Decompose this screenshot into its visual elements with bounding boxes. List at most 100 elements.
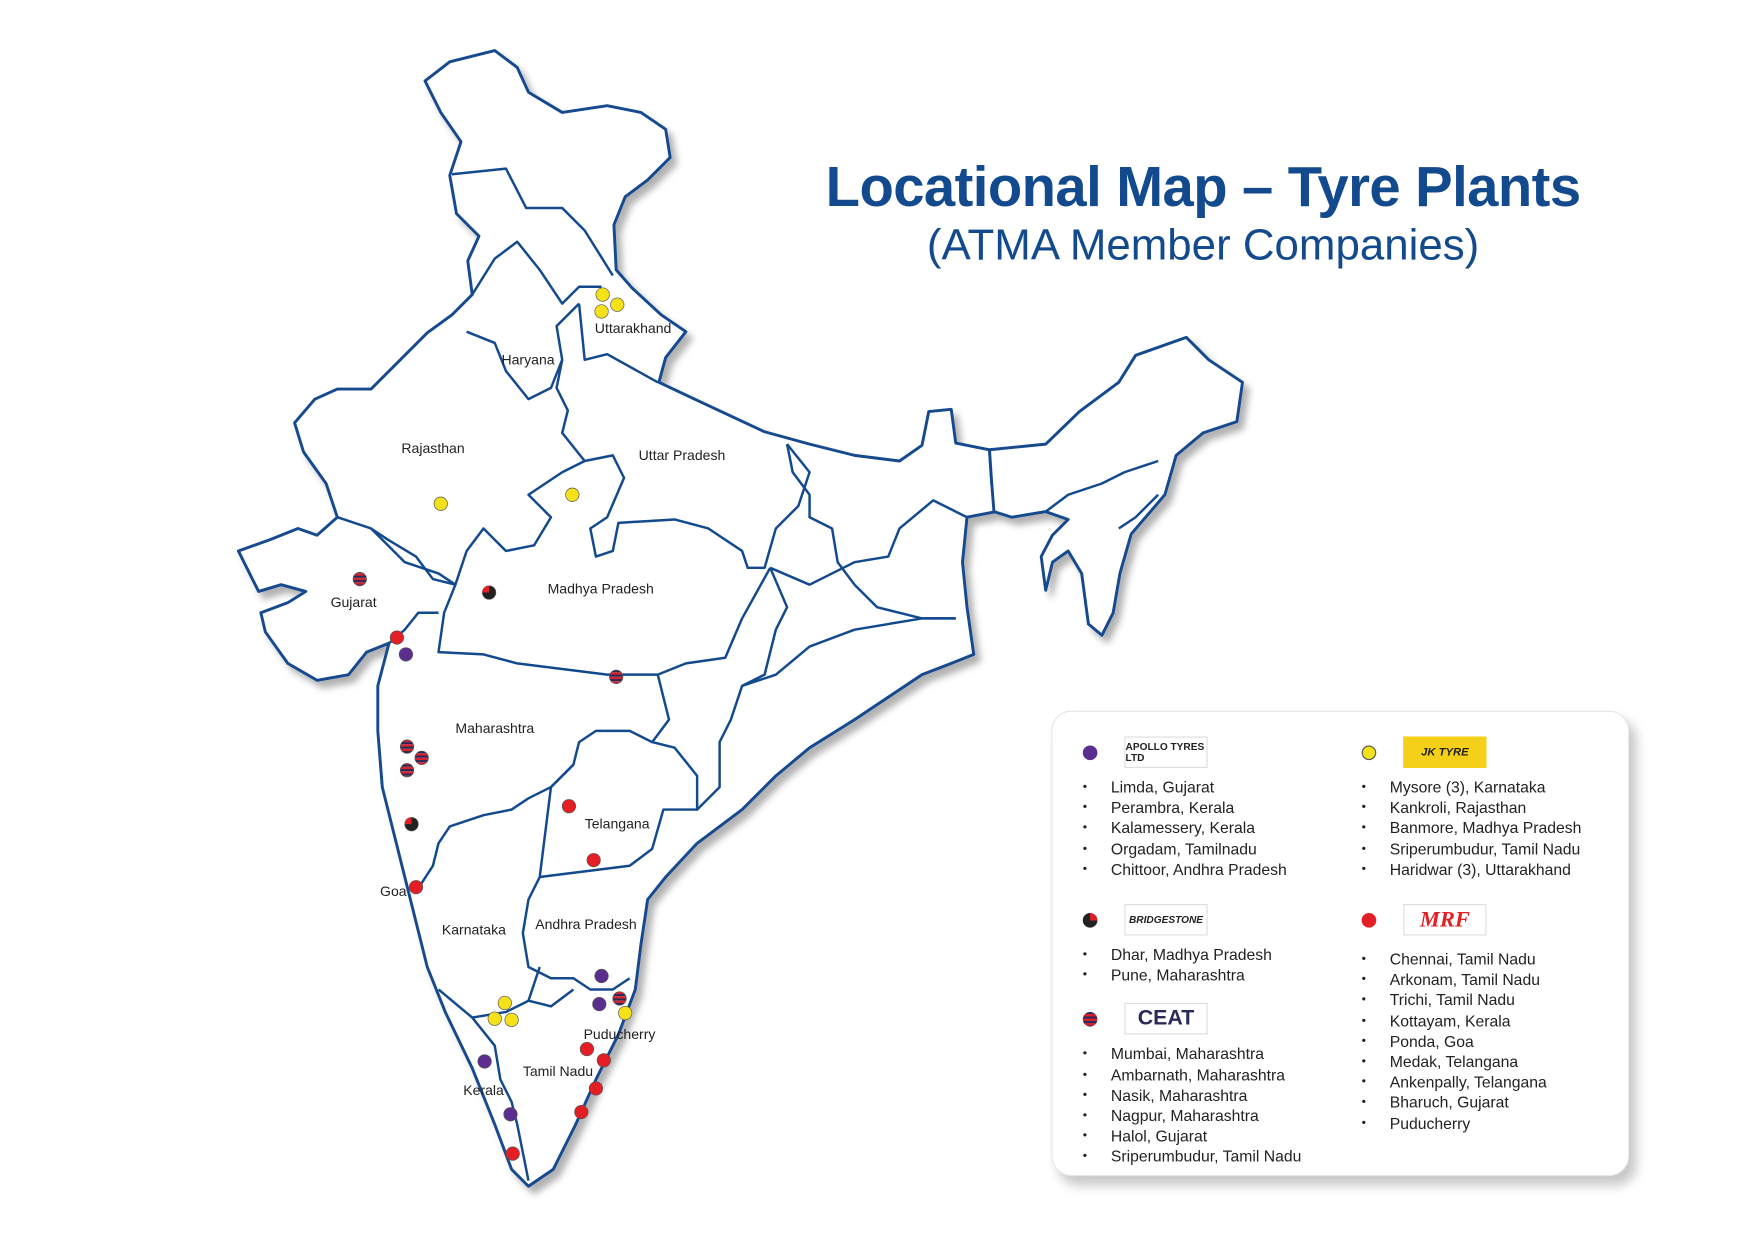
marker-jk-tyre[interactable] [504, 1012, 519, 1027]
legend-jk-tyre: JK TYRE Mysore (3), Karnataka Kankroli, … [1331, 734, 1623, 880]
list-item: Sriperumbudur, Tamil Nadu [1331, 838, 1623, 859]
label-gujarat: Gujarat [331, 594, 377, 610]
list-item: Sriperumbudur, Tamil Nadu [1052, 1146, 1344, 1167]
list-item: Kalamessery, Kerala [1052, 818, 1344, 839]
list-item: Mumbai, Maharashtra [1052, 1044, 1344, 1065]
title-block: Locational Map – Tyre Plants (ATMA Membe… [787, 155, 1619, 274]
marker-jk-tyre[interactable] [433, 496, 448, 511]
ceat-plant-list: Mumbai, Maharashtra Ambarnath, Maharasht… [1052, 1044, 1344, 1167]
list-item: Orgadam, Tamilnadu [1052, 838, 1344, 859]
marker-mrf[interactable] [408, 880, 424, 895]
list-item: Kottayam, Kerala [1331, 1010, 1623, 1031]
marker-apollo[interactable] [592, 997, 607, 1012]
label-telangana: Telangana [585, 816, 650, 832]
ceat-dot-icon [1082, 1011, 1098, 1027]
list-item: Perambra, Kerala [1052, 797, 1344, 818]
label-tamil-nadu: Tamil Nadu [523, 1063, 593, 1079]
label-maharashtra: Maharashtra [455, 720, 534, 736]
list-item: Dhar, Madhya Pradesh [1052, 945, 1344, 966]
apollo-dot-icon [1082, 744, 1098, 760]
marker-jk-tyre[interactable] [487, 1011, 502, 1026]
india-mainland [236, 49, 998, 1188]
legend-bridgestone: BRIDGESTONE Dhar, Madhya Pradesh Pune, M… [1052, 902, 1344, 986]
label-karnataka: Karnataka [442, 921, 506, 937]
mrf-dot-icon [1361, 912, 1377, 928]
mrf-plant-list: Chennai, Tamil Nadu Arkonam, Tamil Nadu … [1331, 949, 1623, 1133]
marker-jk-tyre[interactable] [610, 297, 625, 312]
apollo-plant-list: Limda, Gujarat Perambra, Kerala Kalamess… [1052, 777, 1344, 880]
jk-tyre-plant-list: Mysore (3), Karnataka Kankroli, Rajastha… [1331, 777, 1623, 880]
page-title: Locational Map – Tyre Plants [825, 155, 1581, 219]
bridgestone-marker-accents [404, 585, 490, 825]
page-subtitle: (ATMA Member Companies) [926, 221, 1480, 270]
label-madhya-pradesh: Madhya Pradesh [548, 581, 654, 597]
list-item: Arkonam, Tamil Nadu [1331, 969, 1623, 990]
apollo-logo: APOLLO TYRES LTD [1124, 736, 1208, 768]
marker-apollo[interactable] [398, 647, 413, 662]
bridgestone-plant-list: Dhar, Madhya Pradesh Pune, Maharashtra [1052, 945, 1344, 986]
label-goa: Goa [380, 883, 407, 899]
marker-mrf[interactable] [505, 1146, 520, 1161]
label-uttar-pradesh: Uttar Pradesh [639, 447, 726, 463]
marker-ceat[interactable] [399, 739, 415, 754]
list-item: Medak, Telangana [1331, 1051, 1623, 1072]
state-borders [336, 167, 1160, 1181]
legend-mrf: MRF Chennai, Tamil Nadu Arkonam, Tamil N… [1331, 902, 1623, 1133]
marker-ceat[interactable] [414, 750, 429, 765]
marker-mrf[interactable] [389, 630, 404, 645]
marker-mrf[interactable] [586, 853, 601, 868]
marker-apollo[interactable] [503, 1107, 518, 1122]
marker-apollo[interactable] [477, 1054, 492, 1069]
list-item: Ponda, Goa [1331, 1031, 1623, 1052]
marker-jk-tyre[interactable] [497, 995, 512, 1011]
label-haryana: Haryana [501, 351, 554, 367]
list-item: Pune, Maharashtra [1052, 965, 1344, 986]
list-item: Trichi, Tamil Nadu [1331, 990, 1623, 1011]
list-item: Kankroli, Rajasthan [1331, 797, 1623, 818]
list-item: Bharuch, Gujarat [1331, 1092, 1623, 1113]
legend-column-right: JK TYRE Mysore (3), Karnataka Kankroli, … [1331, 734, 1623, 1149]
list-item: Halol, Gujarat [1052, 1126, 1344, 1147]
mrf-logo: MRF [1403, 904, 1487, 936]
legend-panel: APOLLO TYRES LTD Limda, Gujarat Perambra… [1051, 710, 1630, 1177]
marker-mrf[interactable] [596, 1053, 611, 1068]
list-item: Nasik, Maharashtra [1052, 1085, 1344, 1106]
list-item: Limda, Gujarat [1052, 777, 1344, 798]
legend-column-left: APOLLO TYRES LTD Limda, Gujarat Perambra… [1052, 734, 1344, 1182]
label-kerala: Kerala [463, 1082, 504, 1098]
india-northeast [988, 335, 1244, 637]
list-item: Nagpur, Maharashtra [1052, 1105, 1344, 1126]
label-puducherry: Puducherry [584, 1026, 656, 1042]
label-andhra-pradesh: Andhra Pradesh [535, 916, 637, 932]
marker-jk-tyre[interactable] [594, 304, 609, 319]
plant-markers [352, 287, 633, 1161]
marker-apollo[interactable] [594, 968, 609, 984]
marker-jk-tyre[interactable] [595, 287, 610, 302]
list-item: Ankenpally, Telangana [1331, 1072, 1623, 1093]
marker-jk-tyre[interactable] [618, 1006, 633, 1021]
list-item: Banmore, Madhya Pradesh [1331, 818, 1623, 839]
legend-ceat: CEAT Mumbai, Maharashtra Ambarnath, Maha… [1052, 1001, 1344, 1167]
marker-ceat[interactable] [352, 571, 367, 587]
list-item: Chennai, Tamil Nadu [1331, 949, 1623, 970]
label-uttarakhand: Uttarakhand [595, 320, 672, 336]
marker-mrf[interactable] [561, 799, 577, 814]
list-item: Puducherry [1331, 1113, 1623, 1134]
marker-jk-tyre[interactable] [565, 487, 580, 502]
marker-mrf[interactable] [574, 1104, 589, 1120]
jk-tyre-logo: JK TYRE [1403, 736, 1487, 768]
ceat-logo: CEAT [1124, 1003, 1208, 1035]
list-item: Haridwar (3), Uttarakhand [1331, 859, 1623, 880]
legend-apollo: APOLLO TYRES LTD Limda, Gujarat Perambra… [1052, 734, 1344, 880]
marker-mrf[interactable] [579, 1041, 595, 1057]
bridgestone-dot-icon [1082, 912, 1098, 928]
state-labels: Uttarakhand Haryana Rajasthan Uttar Prad… [331, 320, 726, 1098]
marker-ceat[interactable] [399, 763, 415, 778]
marker-ceat[interactable] [609, 669, 624, 684]
marker-ceat[interactable] [612, 991, 627, 1006]
marker-mrf[interactable] [588, 1081, 604, 1096]
bridgestone-logo: BRIDGESTONE [1124, 904, 1208, 936]
list-item: Ambarnath, Maharashtra [1052, 1064, 1344, 1085]
